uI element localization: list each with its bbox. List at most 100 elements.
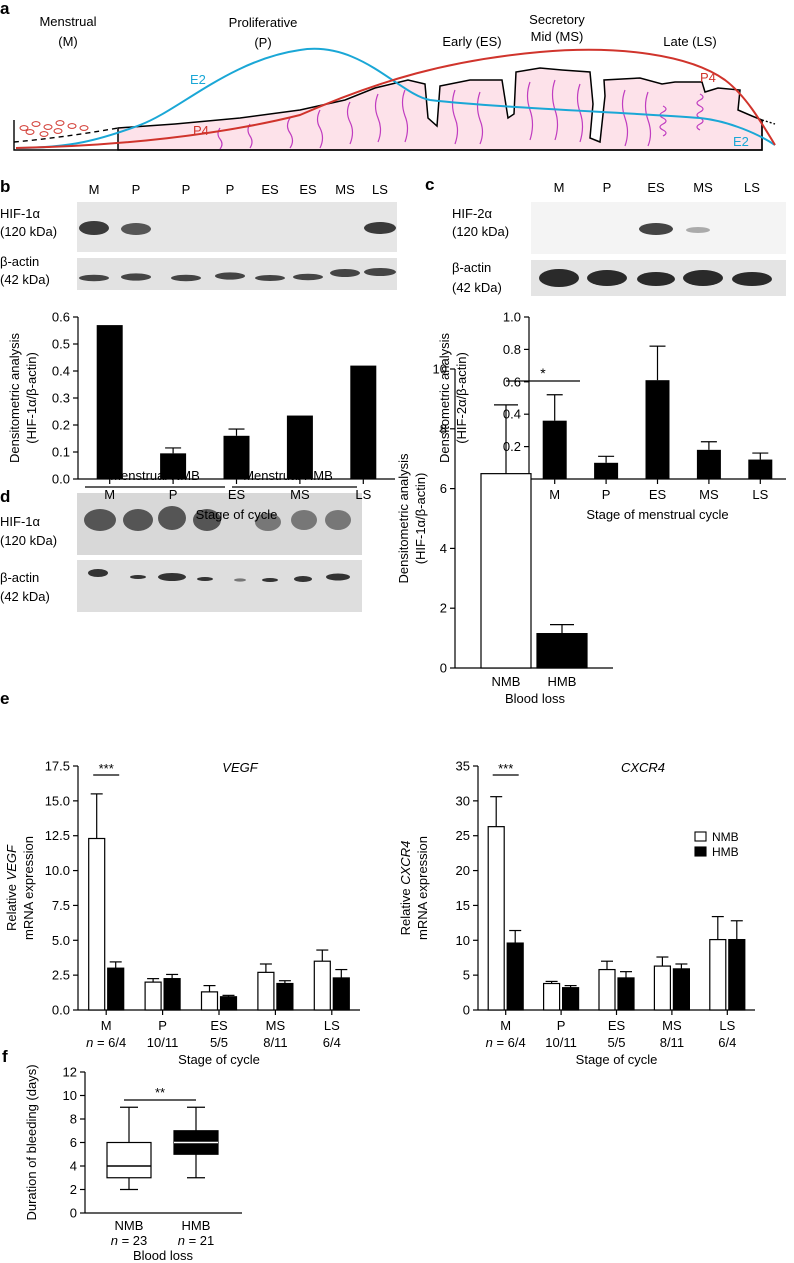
f-y-tick-label: 2 [70,1182,77,1197]
blot-band-d3 [158,506,186,530]
e-cxcr4-n-label: 8/11 [660,1035,684,1050]
e-vegf-bar-NMB-MS [257,971,275,1011]
blot-target-kda-d: (120 kDa) [0,533,57,548]
blot-band-actin-d3 [158,573,186,581]
e-cxcr4-x-tick-label: P [557,1018,566,1033]
e-vegf-x-tick-label: MS [266,1018,286,1033]
blot-control-kda-d: (42 kDa) [0,589,50,604]
blot-control-label-d: β-actin [0,570,39,585]
e-vegf-bar-HMB-LS [332,977,350,1011]
f-n-italic: n [178,1233,185,1248]
b-bar-P [160,453,187,479]
e-cxcr4-x-tick-label: MS [662,1018,682,1033]
blot-band-actin-d1 [88,569,108,577]
e2-label-rising: E2 [190,72,206,87]
f-x-tick-label: HMB [182,1218,211,1233]
d-y-label-1: Densitometric analysis [396,453,411,584]
b-y-tick-label: 0.6 [52,310,70,325]
e-cxcr4-bar-HMB-ES [617,977,635,1011]
e-vegf-y-tick-label: 2.5 [52,968,70,983]
c-bar-ES [645,380,670,479]
d-y-tick-label: 0 [440,661,447,676]
c-x-tick-label: M [549,487,560,502]
panel-label-c: c [425,175,434,194]
blot-band-d7 [291,510,317,530]
f-x-tick-label: NMB [115,1218,144,1233]
blot-band-actin-d5 [234,578,246,582]
c-y-label-2: (HIF-2α/β-actin) [454,352,469,444]
f-box-NMB [106,1141,152,1179]
e-cxcr4-legend-swatch-NMB [694,831,707,842]
e-vegf-y-tick-label: 10.0 [45,863,70,878]
f-y-tick-label: 6 [70,1135,77,1150]
e-vegf-y-label-2: mRNA expression [21,836,36,940]
blot-lane-label-b-7: LS [372,182,388,197]
e-vegf-bar-NMB-LS [313,960,331,1011]
c-bar-LS [748,459,773,479]
panel-label-d: d [0,487,10,506]
b-y-label-2: (HIF-1α/β-actin) [24,352,39,444]
f-significance-marker: ** [155,1085,165,1100]
e-vegf-x-label: Stage of cycle [178,1052,260,1067]
b-y-tick-label: 0.5 [52,337,70,352]
blot-band-actin-d7 [294,576,312,582]
e-cxcr4-x-tick-label: LS [719,1018,735,1033]
f-x-label: Blood loss [133,1248,193,1263]
e-cxcr4-x-tick-label: ES [608,1018,626,1033]
e-vegf-y-label-prefix: Relative [4,880,19,931]
e-cxcr4-y-tick-label: 15 [456,898,470,913]
e-vegf-x-tick-label: M [101,1018,112,1033]
e-cxcr4-y-tick-label: 25 [456,828,470,843]
blot-target-label-c: HIF-2α [452,206,493,221]
e-cxcr4-y-tick-label: 0 [463,1003,470,1018]
f-y-tick-label: 10 [63,1088,77,1103]
p4-label-early: P4 [193,123,209,138]
e-vegf-y-tick-label: 12.5 [45,828,70,843]
b-bar-M [96,325,123,479]
blot-band-d8 [325,510,351,530]
e-cxcr4-y-tick-label: 20 [456,863,470,878]
e-cxcr4-legend-swatch-HMB [694,846,707,857]
b-x-tick-label: P [169,487,178,502]
e2-label-late: E2 [733,134,749,149]
e-vegf-y-tick-label: 15.0 [45,793,70,808]
d-x-tick-label: HMB [548,674,577,689]
e-vegf-y-tick-label: 17.5 [45,759,70,774]
b-y-label-1: Densitometric analysis [7,332,22,463]
c-y-tick-label: 0.6 [503,374,521,389]
b-y-tick-label: 0.3 [52,391,70,406]
blot-control-label-c: β-actin [452,260,491,275]
blot-band-actin-c4 [683,270,723,286]
p4-curve [15,48,776,149]
d-y-label-2: (HIF-1α/β-actin) [413,473,428,565]
e-cxcr4-bar-NMB-LS [709,938,727,1011]
e-vegf-x-tick-label: LS [324,1018,340,1033]
e-cxcr4-bar-NMB-M [487,826,505,1011]
f-n-value: = 21 [185,1233,214,1248]
panel-label-f: f [2,1047,8,1066]
e-cxcr4-legend-label-NMB: NMB [712,830,739,844]
e-vegf-y-label-1: Relative VEGF [4,844,19,931]
d-y-tick-label: 6 [440,481,447,496]
b-bar-ES [223,435,250,479]
blot-lane-labels-c: M P ES MS LS [554,180,761,195]
blot-band-actin-1 [79,274,109,282]
blot-band-hif2a-es [639,223,673,235]
e-vegf-x-tick-label: P [158,1018,167,1033]
c-y-tick-label: 1.0 [503,310,521,325]
phase-label-proliferative-abbr: (P) [254,35,271,50]
e-cxcr4-y-tick-label: 35 [456,759,470,774]
c-x-label: Stage of menstrual cycle [586,507,728,522]
e-vegf-n-label: 10/11 [147,1035,179,1050]
f-n-italic: n [111,1233,118,1248]
blot-band-d2 [123,509,153,531]
blot-control-kda-b: (42 kDa) [0,272,50,287]
blot-control-kda-c: (42 kDa) [452,280,502,295]
e-vegf-n-label: 6/4 [323,1035,341,1050]
c-y-tick-label: 0.2 [503,439,521,454]
blot-band-actin-4 [215,272,245,280]
blot-target-kda-b: (120 kDa) [0,224,57,239]
b-x-tick-label: LS [355,487,371,502]
e-vegf-bar-HMB-MS [276,982,294,1011]
f-y-tick-label: 4 [70,1159,77,1174]
